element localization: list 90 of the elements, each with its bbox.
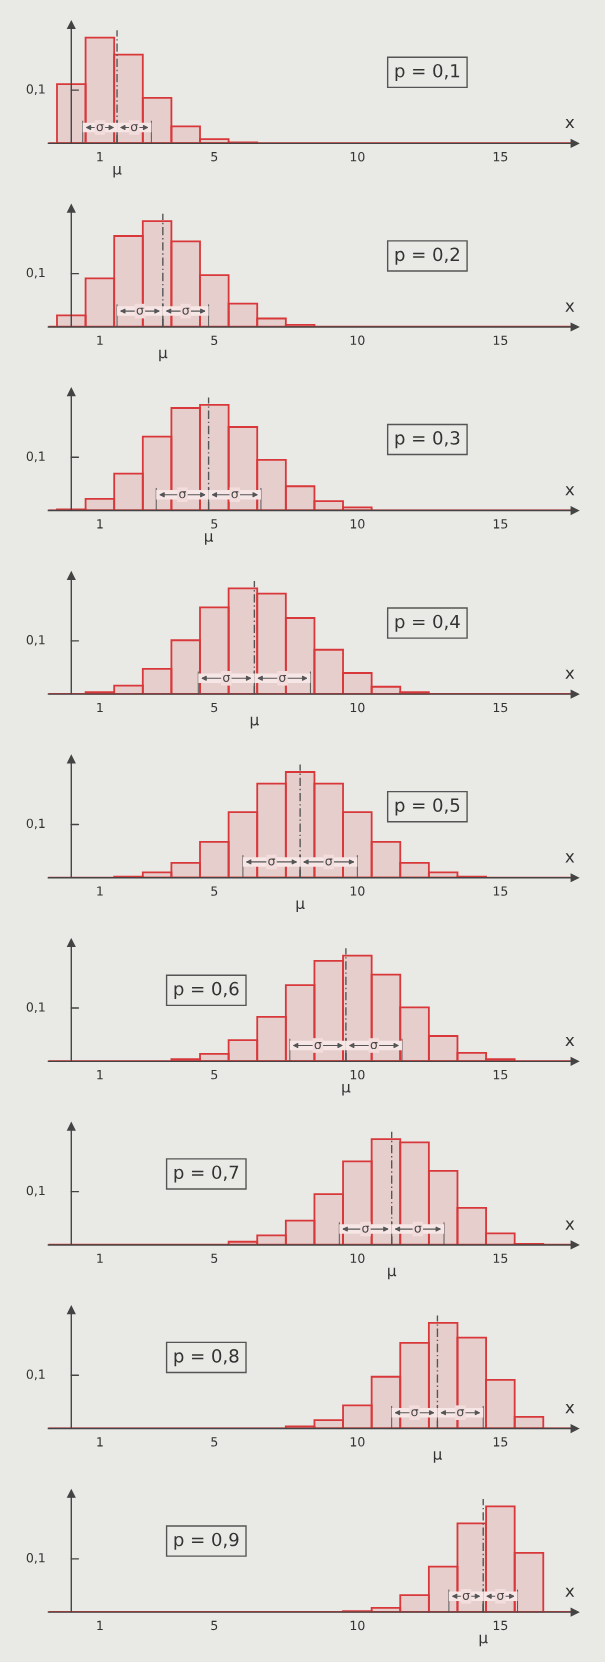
x-axis-title: x: [565, 118, 575, 129]
x-tick-label: 15: [493, 335, 508, 345]
x-tick-label: 5: [211, 1253, 218, 1263]
x-tick-label: 10: [350, 886, 365, 896]
text: p = 0,4: [395, 614, 460, 632]
ref-line-label: μ: [159, 349, 168, 362]
x-tick-label: 10: [350, 151, 365, 162]
band-label: σ: [370, 1042, 378, 1050]
band-label: σ: [182, 307, 190, 315]
x-tick-label: 1: [97, 702, 103, 712]
x-tick-label: 1: [97, 1437, 103, 1447]
band-label: σ: [414, 1225, 422, 1233]
text: 0,1: [26, 451, 45, 463]
text: 0,1: [26, 1002, 45, 1013]
band-label: σ: [497, 1592, 504, 1600]
x-tick-label: 1: [97, 1070, 103, 1080]
band-label: σ: [130, 124, 138, 132]
x-tick-label: 5: [211, 1437, 218, 1447]
text: p = 0,3: [395, 431, 460, 449]
x-axis-title: x: [565, 669, 575, 679]
ref-line-label: μ: [113, 166, 122, 178]
ref-line-label: μ: [479, 1634, 488, 1647]
band-label: σ: [325, 858, 333, 866]
text: 0,1: [26, 635, 45, 646]
x-tick-label: 1: [97, 1620, 103, 1630]
x-tick-label: 1: [97, 335, 103, 345]
x-tick-label: 1: [97, 1253, 103, 1263]
x-tick-label: 5: [211, 886, 218, 896]
x-tick-label: 15: [493, 1620, 508, 1631]
ref-line-label: μ: [296, 900, 305, 912]
x-tick-label: 5: [211, 1070, 218, 1080]
x-tick-label: 15: [493, 1253, 508, 1263]
x-tick-label: 1: [97, 886, 103, 896]
x-axis-title: x: [565, 853, 575, 863]
ref-line-label: μ: [205, 533, 214, 545]
ref-line-label: μ: [250, 716, 259, 729]
band-label: σ: [223, 674, 230, 682]
x-tick-label: 10: [350, 1253, 365, 1263]
band-label: σ: [96, 124, 104, 132]
x-tick-label: 5: [211, 335, 218, 345]
band-label: σ: [411, 1409, 419, 1417]
text: p = 0,2: [395, 247, 459, 265]
x-tick-label: 10: [350, 1620, 365, 1631]
band-label: σ: [136, 307, 144, 315]
x-axis-title: x: [565, 486, 575, 496]
text: p = 0,8: [174, 1349, 239, 1367]
x-tick-label: 10: [350, 519, 365, 529]
ref-line-label: μ: [388, 1267, 397, 1280]
x-tick-label: 10: [350, 1437, 365, 1447]
x-tick-label: 15: [493, 519, 508, 529]
x-tick-label: 10: [350, 702, 365, 713]
x-tick-label: 15: [493, 1437, 508, 1447]
x-tick-label: 15: [493, 702, 508, 713]
x-tick-label: 5: [211, 152, 218, 162]
x-axis-title: x: [565, 1036, 575, 1047]
text: p = 0,9: [174, 1532, 239, 1550]
text: p = 0,7: [174, 1165, 239, 1183]
ref-line-label: μ: [433, 1451, 442, 1463]
x-tick-label: 10: [350, 1069, 365, 1080]
text: p = 0,5: [395, 798, 460, 816]
ref-line-label: μ: [342, 1084, 351, 1096]
text: p = 0,1: [395, 63, 460, 82]
x-axis-title: x: [565, 302, 575, 312]
x-tick-label: 5: [211, 702, 218, 713]
text: 0,1: [26, 1553, 45, 1564]
band-label: σ: [279, 674, 286, 682]
band-label: σ: [268, 858, 276, 866]
text: p = 0,6: [174, 981, 239, 1000]
text: 0,1: [26, 1185, 45, 1197]
text: 0,1: [26, 818, 45, 830]
x-axis-title: x: [565, 1587, 575, 1597]
x-axis-title: x: [565, 1404, 575, 1414]
band-label: σ: [457, 1409, 464, 1417]
band-label: σ: [231, 491, 239, 499]
text: 0,1: [26, 84, 45, 95]
text: 0,1: [26, 267, 45, 279]
band-label: σ: [462, 1592, 470, 1600]
x-tick-label: 15: [493, 886, 508, 896]
x-tick-label: 1: [97, 519, 103, 529]
x-tick-label: 5: [211, 1620, 218, 1631]
x-tick-label: 15: [493, 1070, 508, 1080]
x-axis-title: x: [565, 1220, 575, 1230]
x-tick-label: 5: [211, 519, 218, 529]
band-label: σ: [179, 491, 187, 499]
x-tick-label: 10: [350, 335, 365, 345]
text: 0,1: [26, 1369, 45, 1381]
x-tick-label: 15: [493, 152, 508, 162]
band-label: σ: [362, 1225, 370, 1233]
x-tick-label: 1: [97, 152, 103, 162]
band-label: σ: [314, 1042, 322, 1050]
